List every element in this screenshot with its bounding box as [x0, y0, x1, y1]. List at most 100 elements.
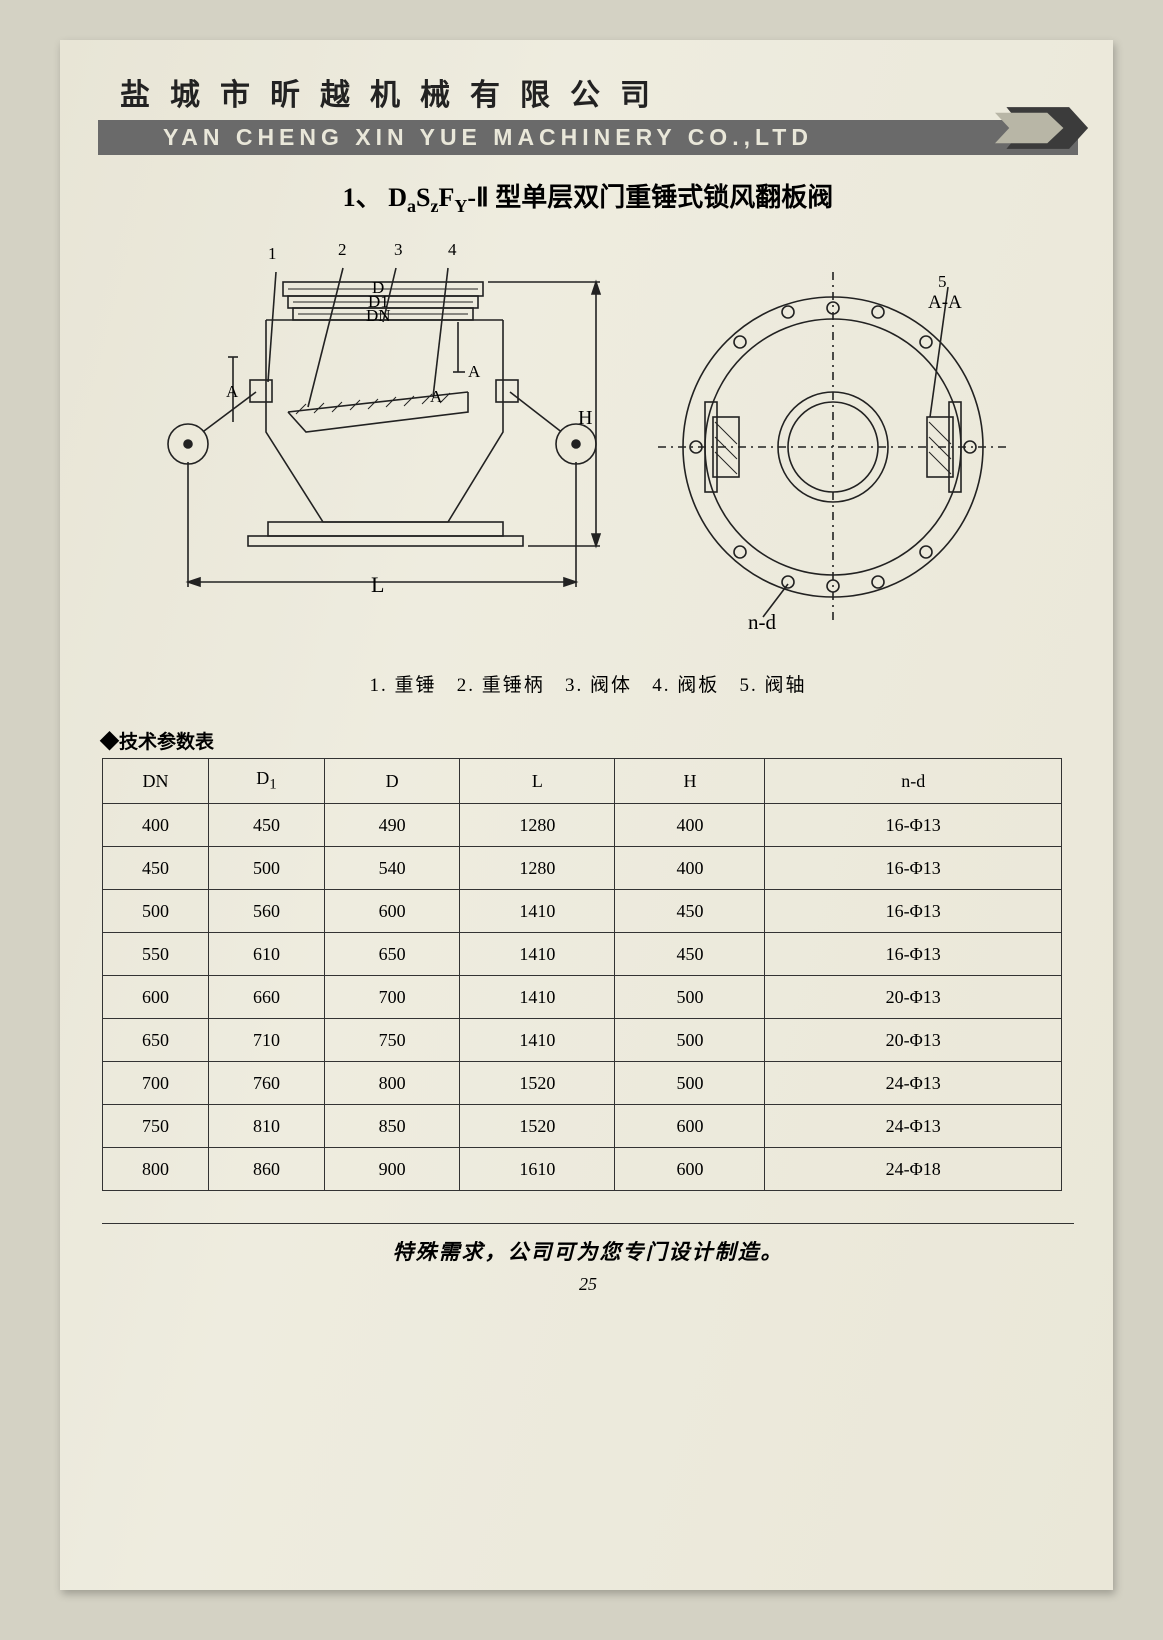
product-name: 型单层双门重锤式锁风翻板阀: [495, 183, 833, 212]
table-cell: 450: [615, 933, 765, 976]
legend-3-t: 阀体: [590, 675, 632, 696]
th-d1-sub: 1: [269, 777, 277, 793]
table-cell: 1410: [460, 890, 615, 933]
model-a: a: [407, 196, 416, 216]
table-cell: 500: [615, 976, 765, 1019]
table-title: ◆技术参数表: [100, 727, 1078, 754]
table-cell: 900: [324, 1148, 459, 1191]
table-row: 550610650141045016-Φ13: [103, 933, 1062, 976]
table-cell: 16-Φ13: [765, 804, 1062, 847]
table-cell: 860: [209, 1148, 325, 1191]
section-A-right-inner: A: [430, 387, 442, 407]
table-cell: 1410: [460, 933, 615, 976]
page-number: 25: [98, 1274, 1078, 1295]
header: 盐城市昕越机械有限公司 YAN CHENG XIN YUE MACHINERY …: [98, 70, 1078, 155]
table-cell: 24-Φ18: [765, 1148, 1062, 1191]
legend-2-t: 重锤柄: [482, 675, 545, 696]
table-cell: 400: [615, 804, 765, 847]
table-cell: 800: [103, 1148, 209, 1191]
table-cell: 450: [103, 847, 209, 890]
table-cell: 810: [209, 1105, 325, 1148]
table-cell: 1410: [460, 1019, 615, 1062]
model-F: F: [438, 183, 454, 212]
legend-5-t: 阀轴: [765, 675, 807, 696]
table-cell: 1610: [460, 1148, 615, 1191]
label-AA: A-A: [928, 292, 962, 314]
th-d: D: [324, 759, 459, 804]
table-cell: 450: [615, 890, 765, 933]
table-cell: 24-Φ13: [765, 1062, 1062, 1105]
table-row: 700760800152050024-Φ13: [103, 1062, 1062, 1105]
section-A-right: A: [468, 362, 480, 382]
table-row: 500560600141045016-Φ13: [103, 890, 1062, 933]
table-cell: 540: [324, 847, 459, 890]
table-cell: 1410: [460, 976, 615, 1019]
table-cell: 800: [324, 1062, 459, 1105]
table-row: 800860900161060024-Φ18: [103, 1148, 1062, 1191]
table-cell: 450: [209, 804, 325, 847]
technical-diagram: 1 2 3 4 D D1 DN A A A L H: [128, 232, 1078, 662]
footer-rule: [102, 1223, 1074, 1224]
table-cell: 16-Φ13: [765, 847, 1062, 890]
title-index: 1、: [343, 183, 382, 212]
callout-4: 4: [448, 240, 457, 260]
model-D: D: [388, 183, 407, 212]
table-header-row: DN D1D1 D L H n-d: [103, 759, 1062, 804]
legend-1-n: 1: [369, 675, 381, 696]
table-cell: 750: [324, 1019, 459, 1062]
table-cell: 16-Φ13: [765, 933, 1062, 976]
company-name-cn: 盐城市昕越机械有限公司: [98, 70, 1078, 114]
table-cell: 20-Φ13: [765, 976, 1062, 1019]
model-y: Y: [454, 196, 467, 216]
table-cell: 1520: [460, 1105, 615, 1148]
legend-1-t: 重锤: [394, 675, 436, 696]
legend-4-n: 4: [652, 675, 664, 696]
table-cell: 700: [103, 1062, 209, 1105]
table-cell: 560: [209, 890, 325, 933]
th-nd: n-d: [765, 759, 1062, 804]
callout-5: 5: [938, 272, 947, 292]
table-cell: 750: [103, 1105, 209, 1148]
table-cell: 20-Φ13: [765, 1019, 1062, 1062]
table-cell: 500: [615, 1019, 765, 1062]
table-cell: 16-Φ13: [765, 890, 1062, 933]
table-cell: 500: [209, 847, 325, 890]
table-cell: 610: [209, 933, 325, 976]
table-row: 650710750141050020-Φ13: [103, 1019, 1062, 1062]
table-cell: 850: [324, 1105, 459, 1148]
product-title: 1、 DaSzFY-Ⅱ 型单层双门重锤式锁风翻板阀: [98, 177, 1078, 217]
legend-3-n: 3: [565, 675, 577, 696]
table-cell: 1280: [460, 804, 615, 847]
table-cell: 400: [103, 804, 209, 847]
table-cell: 700: [324, 976, 459, 1019]
table-cell: 600: [615, 1148, 765, 1191]
dim-DN: DN: [366, 306, 391, 326]
th-l: L: [460, 759, 615, 804]
legend-2-n: 2: [457, 675, 469, 696]
company-name-en: YAN CHENG XIN YUE MACHINERY CO.,LTD: [163, 124, 813, 150]
table-cell: 660: [209, 976, 325, 1019]
logo-icon: [995, 98, 1090, 158]
section-A-left: A: [226, 382, 238, 402]
table-cell: 24-Φ13: [765, 1105, 1062, 1148]
table-cell: 490: [324, 804, 459, 847]
dim-H: H: [578, 407, 592, 430]
table-row: 450500540128040016-Φ13: [103, 847, 1062, 890]
table-row: 400450490128040016-Φ13: [103, 804, 1062, 847]
diagram-legend: 1. 重锤 2. 重锤柄 3. 阀体 4. 阀板 5. 阀轴: [98, 670, 1078, 697]
page: 盐城市昕越机械有限公司 YAN CHENG XIN YUE MACHINERY …: [60, 40, 1113, 1590]
th-h: H: [615, 759, 765, 804]
model-suffix: -Ⅱ: [467, 183, 488, 212]
table-cell: 1520: [460, 1062, 615, 1105]
table-cell: 400: [615, 847, 765, 890]
table-cell: 600: [324, 890, 459, 933]
callout-2: 2: [338, 240, 347, 260]
table-cell: 600: [615, 1105, 765, 1148]
table-cell: 600: [103, 976, 209, 1019]
table-row: 600660700141050020-Φ13: [103, 976, 1062, 1019]
table-row: 750810850152060024-Φ13: [103, 1105, 1062, 1148]
table-cell: 650: [103, 1019, 209, 1062]
th-d1: D1D1: [209, 759, 325, 804]
table-cell: 500: [103, 890, 209, 933]
callout-3: 3: [394, 240, 403, 260]
